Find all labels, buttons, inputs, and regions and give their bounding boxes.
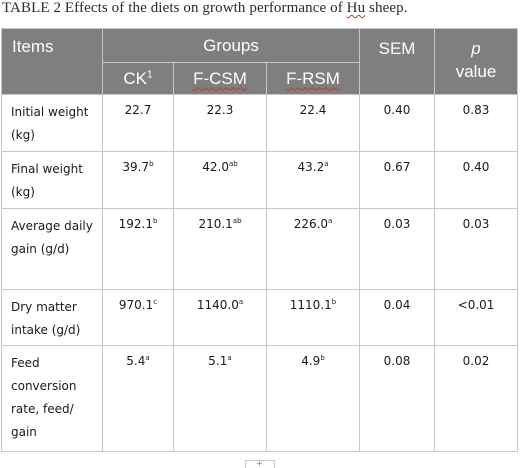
header-sem: SEM (359, 28, 436, 95)
cell-fcsm: 22.3 (173, 94, 267, 152)
header-p-italic: p (471, 39, 481, 58)
caption-species: Hu (346, 0, 366, 16)
caption-prefix: TABLE 2 Effects of the diets on growth p… (2, 0, 347, 16)
header-p-value: p value (434, 28, 519, 95)
cell-sem: 0.67 (359, 151, 436, 209)
cell-p-value: 0.03 (434, 208, 519, 290)
cell-ck: 39.7b (102, 151, 174, 209)
row-label: Final weight (kg) (1, 151, 103, 209)
growth-performance-table: Items Groups SEM p value CK1 F-CSM F-RSM … (1, 28, 519, 452)
cell-fcsm: 210.1ab (173, 208, 267, 290)
cell-sem: 0.03 (359, 208, 436, 290)
cell-ck: 970.1c (102, 289, 174, 346)
cell-frsm: 4.9b (265, 345, 361, 452)
cell-fcsm: 42.0ab (173, 151, 267, 209)
cell-fcsm: 1140.0a (173, 289, 267, 346)
header-p-word: value (455, 62, 497, 81)
row-label: Initial weight (kg) (1, 94, 103, 152)
cell-sem: 0.40 (359, 94, 436, 152)
table-row: Dry matter intake (g/d) 970.1c 1140.0a 1… (1, 289, 519, 346)
cell-ck: 22.7 (102, 94, 174, 152)
group-name: F-RSM (286, 68, 340, 88)
cell-frsm: 226.0a (265, 208, 361, 290)
cell-p-value: 0.83 (434, 94, 519, 152)
cell-p-value: 0.02 (434, 345, 519, 452)
row-label: Feed conversion rate, feed/ gain (1, 345, 103, 452)
table-caption: TABLE 2 Effects of the diets on growth p… (2, 0, 408, 17)
cell-fcsm: 5.1a (173, 345, 267, 452)
table-edge-handle (517, 228, 520, 248)
plus-icon: + (256, 459, 263, 468)
table-resize-handle[interactable]: + (245, 459, 275, 468)
caption-suffix: sheep. (365, 0, 408, 16)
row-label: Dry matter intake (g/d) (1, 289, 103, 346)
cell-sem: 0.04 (359, 289, 436, 346)
cell-ck: 192.1b (102, 208, 174, 290)
cell-p-value: 0.40 (434, 151, 519, 209)
cell-ck: 5.4a (102, 345, 174, 452)
header-items: Items (1, 28, 103, 95)
table-row: Average daily gain (g/d) 192.1b 210.1ab … (1, 208, 519, 290)
header-groups: Groups (101, 28, 361, 63)
header-group-fcsm: F-CSM (173, 62, 267, 95)
group-name: CK (123, 68, 148, 88)
table-row: Initial weight (kg) 22.7 22.3 22.4 0.40 … (1, 94, 519, 152)
table-row: Feed conversion rate, feed/ gain 5.4a 5.… (1, 345, 519, 452)
cell-sem: 0.08 (359, 345, 436, 452)
row-label: Average daily gain (g/d) (1, 208, 103, 290)
cell-frsm: 22.4 (265, 94, 361, 152)
header-group-frsm: F-RSM (265, 62, 361, 95)
cell-frsm: 1110.1b (265, 289, 361, 346)
cell-frsm: 43.2a (265, 151, 361, 209)
group-name: F-CSM (193, 68, 247, 88)
group-footnote: 1 (147, 68, 153, 80)
header-group-ck: CK1 (102, 62, 174, 95)
table-row: Final weight (kg) 39.7b 42.0ab 43.2a 0.6… (1, 151, 519, 209)
cell-p-value: <0.01 (434, 289, 519, 346)
